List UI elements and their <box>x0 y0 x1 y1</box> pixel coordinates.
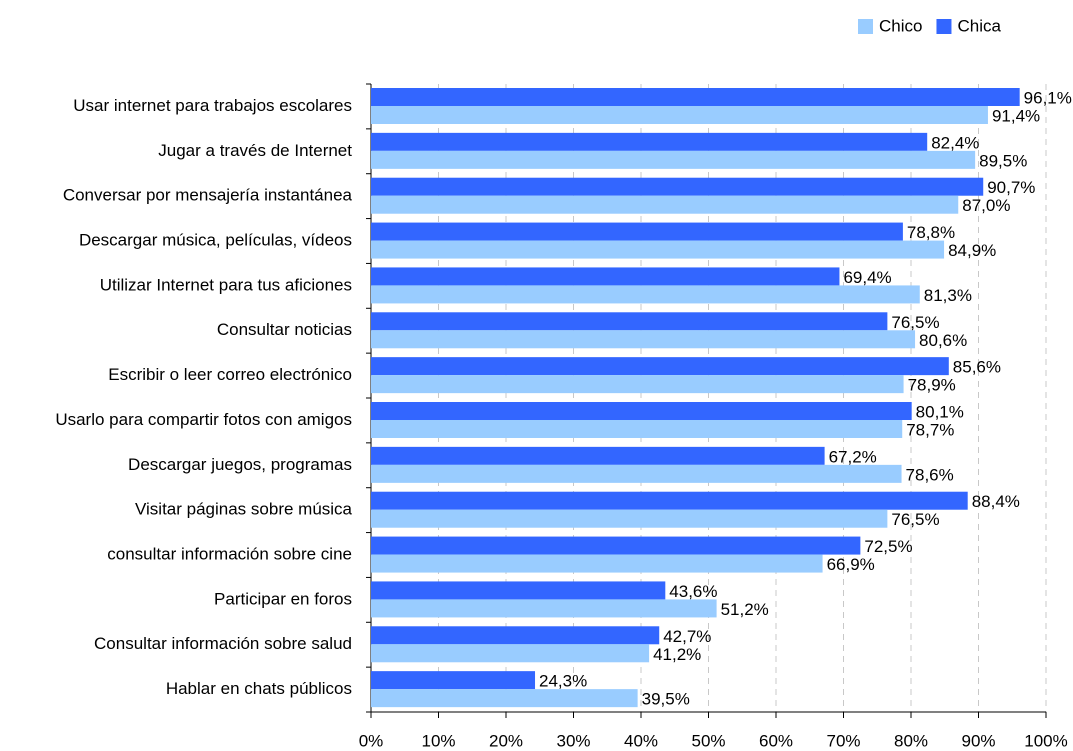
bar <box>371 132 928 151</box>
category-label: Consultar información sobre salud <box>94 634 352 653</box>
bar <box>371 464 902 483</box>
value-label: 69,4% <box>843 268 891 287</box>
category-label: Descargar juegos, programas <box>128 455 352 474</box>
bar <box>371 599 717 618</box>
value-label: 89,5% <box>979 151 1027 170</box>
x-tick-label: 90% <box>961 731 995 750</box>
value-label: 78,9% <box>908 376 956 395</box>
bar <box>371 536 861 555</box>
category-label: Participar en foros <box>214 589 352 608</box>
x-tick-label: 10% <box>421 731 455 750</box>
legend-swatch <box>858 19 873 34</box>
bar <box>371 312 888 331</box>
x-tick-label: 20% <box>489 731 523 750</box>
bar <box>371 88 1020 106</box>
x-tick-label: 80% <box>894 731 928 750</box>
value-label: 82,4% <box>931 133 979 152</box>
value-label: 81,3% <box>924 286 972 305</box>
legend-label: Chica <box>957 16 1001 35</box>
value-label: 85,6% <box>953 358 1001 377</box>
bar <box>371 285 920 304</box>
category-label: Descargar música, películas, vídeos <box>79 230 352 249</box>
value-label: 76,5% <box>891 313 939 332</box>
bar <box>371 626 660 645</box>
x-tick-label: 70% <box>826 731 860 750</box>
bar <box>371 150 976 169</box>
category-label: Utilizar Internet para tus aficiones <box>100 275 352 294</box>
value-label: 67,2% <box>829 447 877 466</box>
category-label: Escribir o leer correo electrónico <box>108 365 352 384</box>
x-tick-label: 40% <box>624 731 658 750</box>
value-label: 66,9% <box>827 555 875 574</box>
x-tick-label: 0% <box>359 731 384 750</box>
bar <box>371 267 840 286</box>
category-label: Usarlo para compartir fotos con amigos <box>55 410 352 429</box>
value-label: 24,3% <box>539 672 587 691</box>
value-label: 88,4% <box>972 492 1020 511</box>
value-label: 91,4% <box>992 106 1040 125</box>
bar <box>371 330 916 349</box>
value-label: 78,8% <box>907 223 955 242</box>
bar <box>371 357 949 376</box>
bar <box>371 644 650 663</box>
legend-swatch <box>936 19 952 34</box>
bar <box>371 222 903 241</box>
value-label: 87,0% <box>962 196 1010 215</box>
bar <box>371 671 536 690</box>
bar <box>371 106 988 124</box>
value-label: 90,7% <box>987 178 1035 197</box>
x-tick-label: 30% <box>556 731 590 750</box>
value-label: 96,1% <box>1024 88 1072 107</box>
value-label: 39,5% <box>642 690 690 709</box>
bar <box>371 240 945 259</box>
value-label: 51,2% <box>721 600 769 619</box>
category-label: Conversar por mensajería instantánea <box>63 186 353 205</box>
bar <box>371 375 904 394</box>
bar <box>371 195 959 214</box>
category-label: Hablar en chats públicos <box>166 679 352 698</box>
value-label: 78,7% <box>906 420 954 439</box>
category-label: Consultar noticias <box>217 320 352 339</box>
value-label: 43,6% <box>669 582 717 601</box>
legend-label: Chico <box>879 16 922 35</box>
category-label: Usar internet para trabajos escolares <box>73 96 352 115</box>
bar <box>371 509 888 528</box>
x-tick-label: 60% <box>759 731 793 750</box>
bar <box>371 491 968 510</box>
x-tick-label: 50% <box>691 731 725 750</box>
value-label: 80,6% <box>919 331 967 350</box>
category-label: Visitar páginas sobre música <box>135 500 353 519</box>
value-label: 41,2% <box>653 645 701 664</box>
value-label: 80,1% <box>916 402 964 421</box>
bar <box>371 446 825 465</box>
bar <box>371 581 666 600</box>
category-label: Jugar a través de Internet <box>158 141 352 160</box>
bar <box>371 689 638 708</box>
bar <box>371 420 903 438</box>
bar <box>371 554 823 573</box>
x-tick-label: 100% <box>1024 731 1067 750</box>
value-label: 72,5% <box>864 537 912 556</box>
value-label: 76,5% <box>891 510 939 529</box>
bar <box>371 402 912 420</box>
value-label: 84,9% <box>948 241 996 260</box>
value-label: 42,7% <box>663 627 711 646</box>
bar <box>371 177 984 196</box>
category-label: consultar información sobre cine <box>107 544 352 563</box>
value-label: 78,6% <box>906 465 954 484</box>
